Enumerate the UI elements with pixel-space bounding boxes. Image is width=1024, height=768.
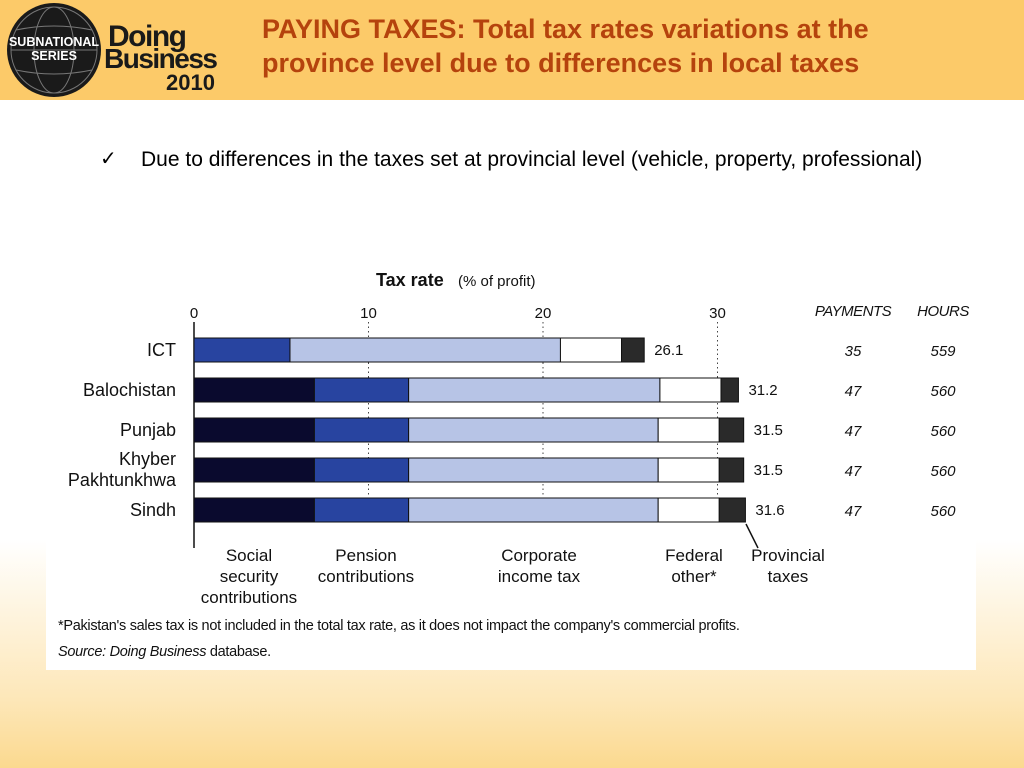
bar-4-1 — [313, 497, 410, 523]
x-tick-label-0: 0 — [190, 305, 198, 322]
bar-4-3 — [657, 497, 720, 523]
svg-text:2010: 2010 — [166, 70, 215, 95]
category-label-3-b: Pakhtunkhwa — [68, 470, 177, 490]
legend-label-2-0: Corporate — [501, 546, 577, 565]
svg-text:Business: Business — [104, 43, 217, 74]
x-tick-label-10: 10 — [360, 305, 377, 322]
bar-0-4 — [621, 337, 645, 363]
bar-1-0 — [193, 377, 315, 403]
checkmark-icon: ✓ — [100, 146, 117, 170]
hours-value-3: 560 — [930, 463, 956, 480]
bar-3-0 — [193, 457, 315, 483]
total-label-0: 26.1 — [654, 342, 683, 359]
page-title: PAYING TAXES: Total tax rates variations… — [262, 12, 1012, 80]
page-title-line-2: province level due to differences in loc… — [262, 48, 860, 78]
hours-value-0: 559 — [930, 343, 956, 360]
bar-2-1 — [313, 417, 410, 443]
svg-text:Doing: Doing — [108, 20, 186, 53]
bar-0-2 — [289, 337, 561, 363]
bar-2-3 — [657, 417, 720, 443]
legend-label-4-1: taxes — [768, 567, 809, 586]
bullet-text: Due to differences in the taxes set at p… — [141, 148, 923, 171]
category-label-0: ICT — [147, 340, 176, 360]
svg-text:SUBNATIONAL: SUBNATIONAL — [9, 35, 99, 49]
chart-source: Source: Doing Business database. — [58, 644, 271, 660]
bar-4-4 — [718, 497, 746, 523]
bar-0-1 — [193, 337, 291, 363]
bar-4-2 — [408, 497, 659, 523]
category-label-1: Balochistan — [83, 380, 176, 400]
chart-footnote: *Pakistan's sales tax is not included in… — [58, 618, 740, 634]
bar-2-2 — [408, 417, 659, 443]
total-label-2: 31.5 — [754, 422, 783, 439]
legend-label-0-2: contributions — [201, 588, 297, 607]
total-label-1: 31.2 — [748, 382, 777, 399]
legend-label-4-0: Provincial — [751, 546, 825, 565]
legend-label-3-1: other* — [671, 567, 717, 586]
category-label-2: Punjab — [120, 420, 176, 440]
bar-1-4 — [720, 377, 739, 403]
tax-rate-chart: Tax rate (% of profit) 0 10 20 30 26.1 ICT 35 559… — [68, 270, 970, 607]
legend-label-1-1: contributions — [318, 567, 414, 586]
chart-source-suffix: database. — [206, 644, 271, 660]
svg-text:SERIES: SERIES — [31, 49, 77, 63]
chart-source-label: Source: Doing Business — [58, 644, 207, 660]
payments-value-4: 47 — [845, 503, 862, 520]
bar-1-1 — [313, 377, 410, 403]
payments-header: PAYMENTS — [815, 303, 892, 320]
payments-value-2: 47 — [845, 423, 862, 440]
bar-0-3 — [559, 337, 623, 363]
hours-value-1: 560 — [930, 383, 956, 400]
chart-title: Tax rate — [376, 270, 444, 290]
bar-2-0 — [193, 417, 315, 443]
hours-value-2: 560 — [930, 423, 956, 440]
bar-3-1 — [313, 457, 410, 483]
legend-label-1-0: Pension — [335, 546, 396, 565]
bar-1-2 — [408, 377, 661, 403]
page-title-line-1: PAYING TAXES: Total tax rates variations… — [262, 14, 869, 44]
payments-value-3: 47 — [845, 463, 862, 480]
legend-label-0-1: security — [220, 567, 279, 586]
bar-4-0 — [193, 497, 315, 523]
bar-1-3 — [659, 377, 722, 403]
header-banner: SUBNATIONAL SERIES Doing Business 2010 P… — [0, 0, 1024, 100]
legend-label-3-0: Federal — [665, 546, 723, 565]
bar-3-4 — [718, 457, 745, 483]
hours-header: HOURS — [917, 303, 969, 320]
bar-3-3 — [657, 457, 720, 483]
legend-label-0-0: Social — [226, 546, 272, 565]
x-tick-label-20: 20 — [535, 305, 552, 322]
total-label-4: 31.6 — [755, 502, 784, 519]
payments-value-0: 35 — [845, 343, 862, 360]
category-label-4: Sindh — [130, 500, 176, 520]
category-label-3-a: Khyber — [119, 449, 176, 469]
x-tick-label-30: 30 — [709, 305, 726, 322]
doing-business-logo: SUBNATIONAL SERIES Doing Business 2010 — [7, 3, 219, 97]
chart-figure: Tax rate (% of profit) 0 10 20 30 26.1 ICT 35 559… — [46, 258, 976, 670]
chart-title-suffix: (% of profit) — [458, 273, 536, 290]
legend-pointer-provincial — [745, 523, 759, 549]
bar-3-2 — [408, 457, 659, 483]
hours-value-4: 560 — [930, 503, 956, 520]
total-label-3: 31.5 — [754, 462, 783, 479]
payments-value-1: 47 — [845, 383, 862, 400]
bar-2-4 — [718, 417, 745, 443]
legend-label-2-1: income tax — [498, 567, 581, 586]
